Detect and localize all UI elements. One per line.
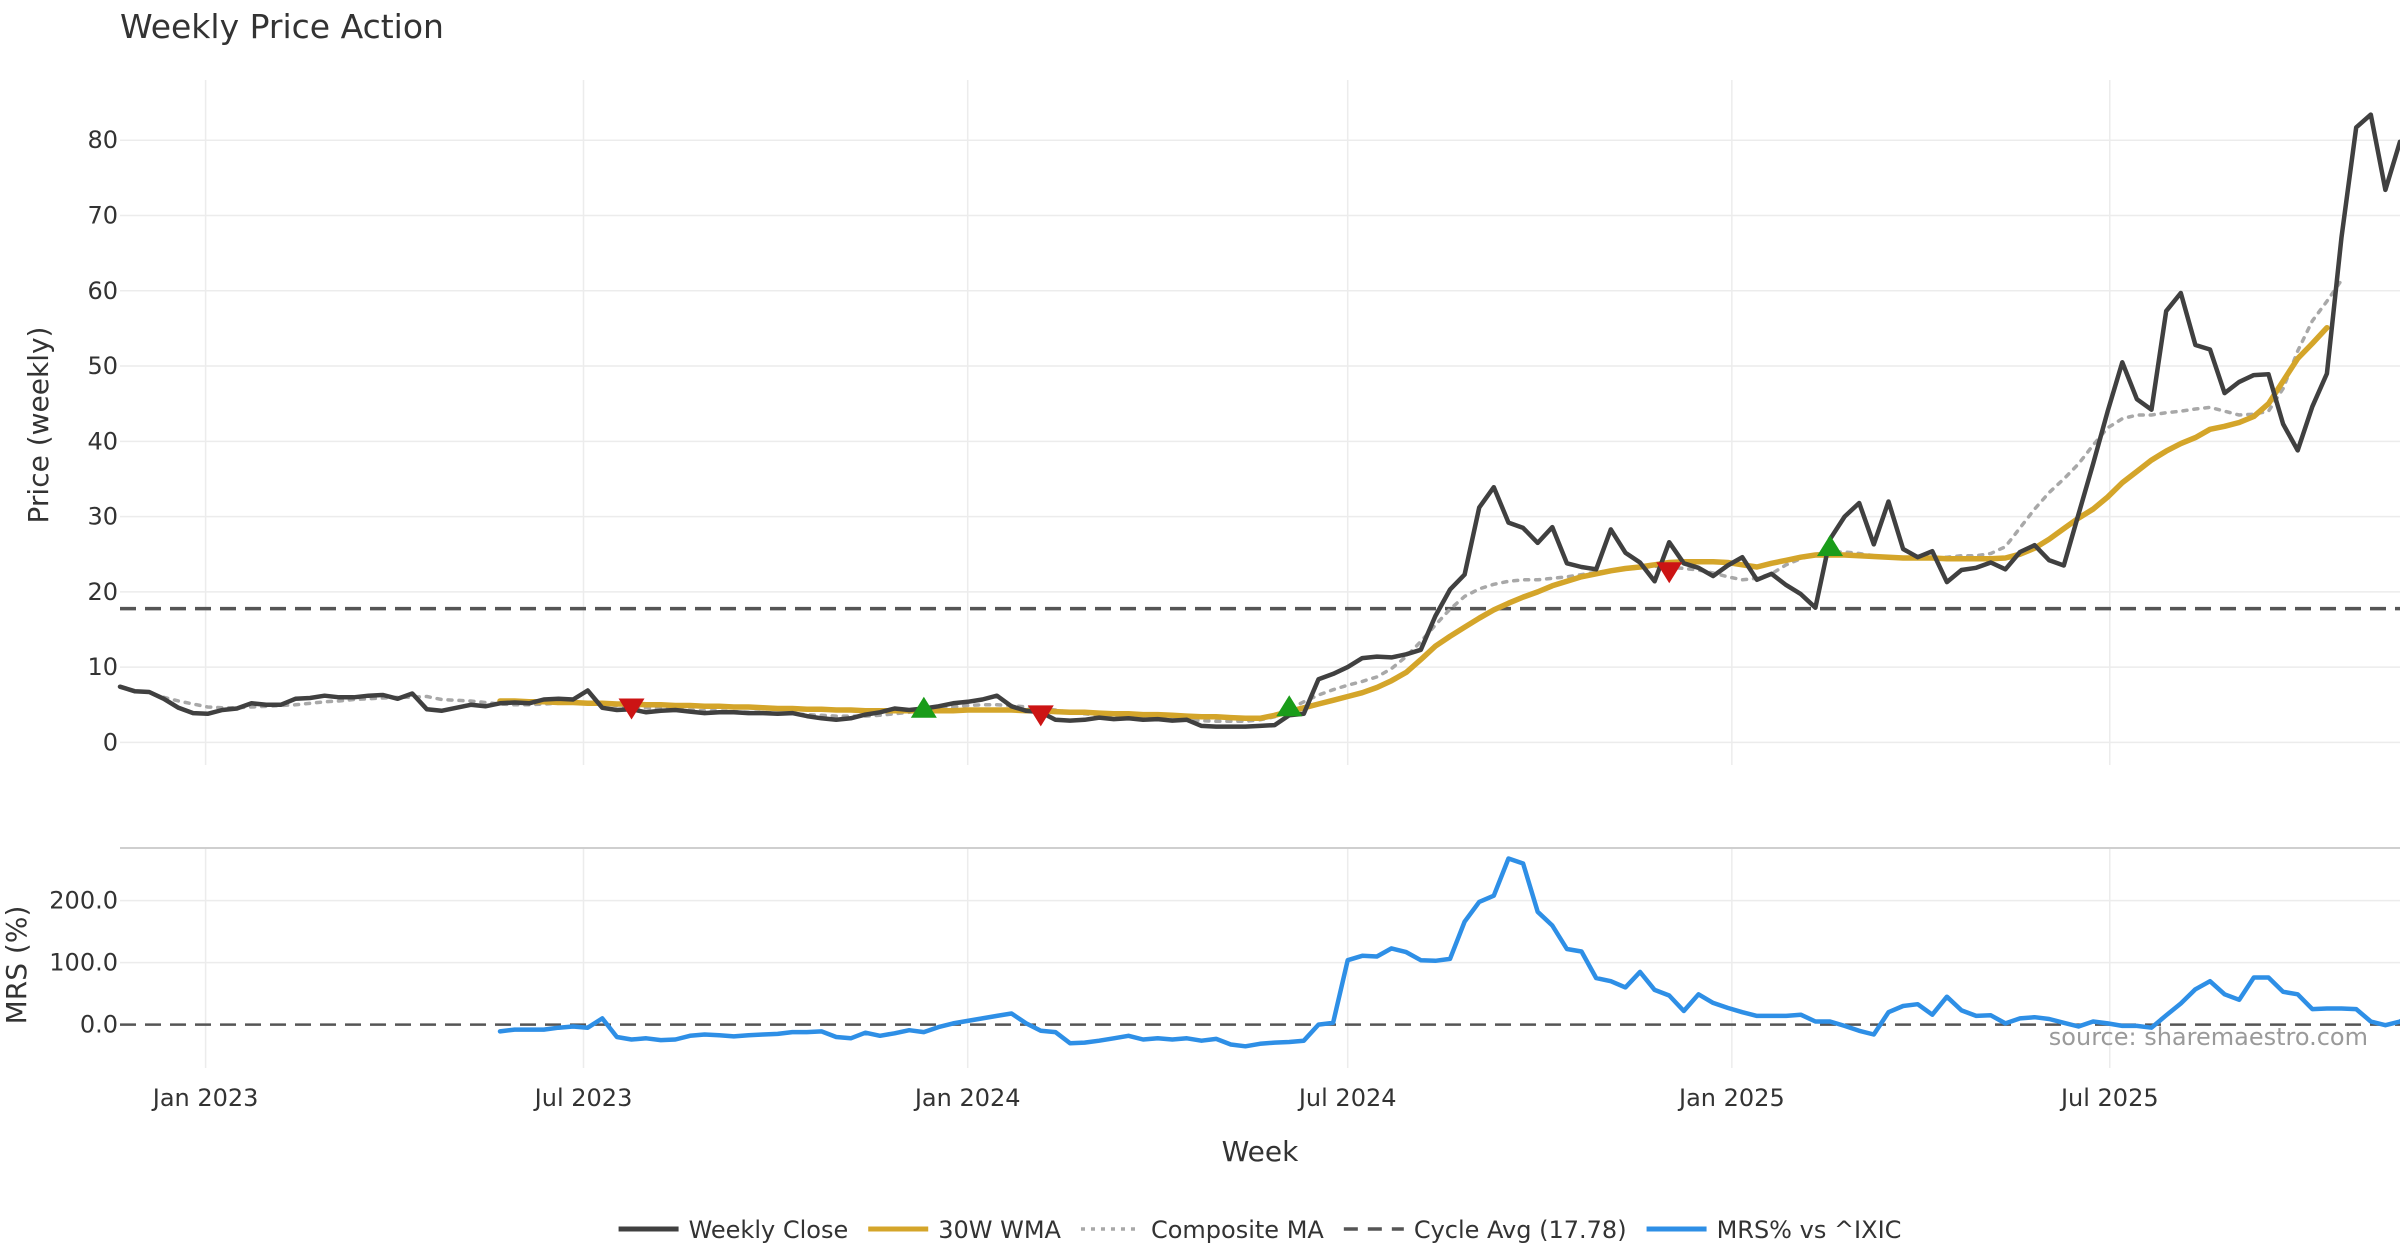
mrs-y-tick-label: 100.0 — [49, 949, 118, 977]
x-tick-label: Jul 2024 — [1297, 1084, 1397, 1112]
legend-label: Cycle Avg (17.78) — [1414, 1216, 1627, 1244]
sell-signal-marker — [618, 698, 645, 720]
buy-signal-marker — [910, 696, 937, 718]
grid — [120, 80, 2400, 1068]
x-axis-title: Week — [1222, 1135, 1299, 1168]
price-y-tick-label: 70 — [87, 201, 118, 229]
sell-signal-marker — [1656, 562, 1683, 584]
x-tick-label: Jul 2025 — [2059, 1084, 2159, 1112]
x-tick-label: Jul 2023 — [533, 1084, 633, 1112]
price-y-tick-label: 50 — [87, 352, 118, 380]
weekly-close-line — [117, 112, 2400, 729]
price-y-tick-label: 20 — [87, 578, 118, 606]
source-credit: source: sharemaestro.com — [2049, 1023, 2368, 1051]
price-y-tick-label: 0 — [103, 728, 118, 756]
legend-label: Weekly Close — [689, 1216, 849, 1244]
legend: Weekly Close 30W WMA Composite MA Cycle Avg… — [618, 1216, 1902, 1244]
mrs-y-axis-title: MRS (%) — [0, 906, 33, 1025]
legend-label: 30W WMA — [938, 1216, 1061, 1244]
wma-30w-line — [497, 324, 2330, 722]
mrs-y-tick-label: 0.0 — [80, 1011, 118, 1039]
mrs-line — [497, 856, 2400, 1049]
price-y-tick-label: 10 — [87, 653, 118, 681]
price-y-tick-label: 80 — [87, 126, 118, 154]
composite-ma-line — [162, 278, 2344, 724]
price-y-axis-title: Price (weekly) — [22, 327, 55, 524]
legend-label: Composite MA — [1151, 1216, 1324, 1244]
series-lines — [117, 112, 2400, 1049]
chart-title: Weekly Price Action — [120, 7, 444, 46]
price-y-tick-label: 40 — [87, 427, 118, 455]
legend-label: MRS% vs ^IXIC — [1717, 1216, 1902, 1244]
price-y-tick-label: 30 — [87, 503, 118, 531]
buy-signal-marker — [1817, 534, 1843, 556]
x-tick-label: Jan 2023 — [151, 1084, 259, 1112]
axes: Jan 2023 Jul 2023 Jan 2024 Jul 2024 Jan 2025… — [49, 126, 2400, 1112]
x-tick-label: Jan 2025 — [1677, 1084, 1785, 1112]
buy-signal-marker — [1276, 695, 1303, 717]
reference-lines — [120, 606, 2400, 1026]
sell-signal-marker — [1027, 705, 1054, 727]
mrs-y-tick-label: 200.0 — [49, 887, 118, 915]
x-tick-label: Jan 2024 — [913, 1084, 1021, 1112]
price-y-tick-label: 60 — [87, 277, 118, 305]
signal-markers — [618, 534, 1843, 727]
